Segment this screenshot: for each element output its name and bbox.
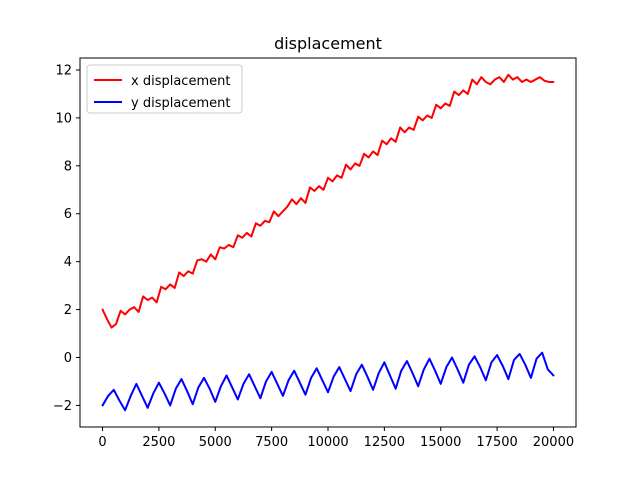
- series-line-1: [101, 73, 555, 329]
- y-tick-label: 4: [64, 255, 72, 270]
- x-axis: 0 2500 5000 7500 10000 12500 15000 17500 20000: [98, 427, 574, 450]
- x-tick-label: 15000: [420, 435, 461, 450]
- legend-label: y displacement: [131, 96, 230, 111]
- y-tick-label: 2: [64, 303, 72, 318]
- y-tick-label: 6: [64, 207, 72, 222]
- y-tick-label: 8: [64, 159, 72, 174]
- y-tick-label: −2: [53, 399, 72, 414]
- x-tick-label: 12500: [364, 435, 405, 450]
- x-tick-label: 5000: [199, 435, 232, 450]
- legend: x displacement y displacement: [86, 64, 243, 114]
- chart-title: displacement: [274, 34, 382, 53]
- y-tick-label: 10: [55, 111, 72, 126]
- x-tick-label: 10000: [307, 435, 348, 450]
- legend-box: [86, 64, 243, 114]
- y-tick-label: 0: [64, 351, 72, 366]
- x-tick-label: 17500: [476, 435, 517, 450]
- x-tick-label: 0: [98, 435, 106, 450]
- series-line-2: [101, 351, 555, 412]
- y-axis: −2 0 2 4 6 8 10 12: [53, 63, 80, 414]
- x-tick-label: 7500: [255, 435, 288, 450]
- x-tick-label: 20000: [533, 435, 574, 450]
- legend-label: x displacement: [131, 74, 230, 89]
- y-tick-label: 12: [55, 63, 72, 78]
- x-tick-label: 2500: [142, 435, 175, 450]
